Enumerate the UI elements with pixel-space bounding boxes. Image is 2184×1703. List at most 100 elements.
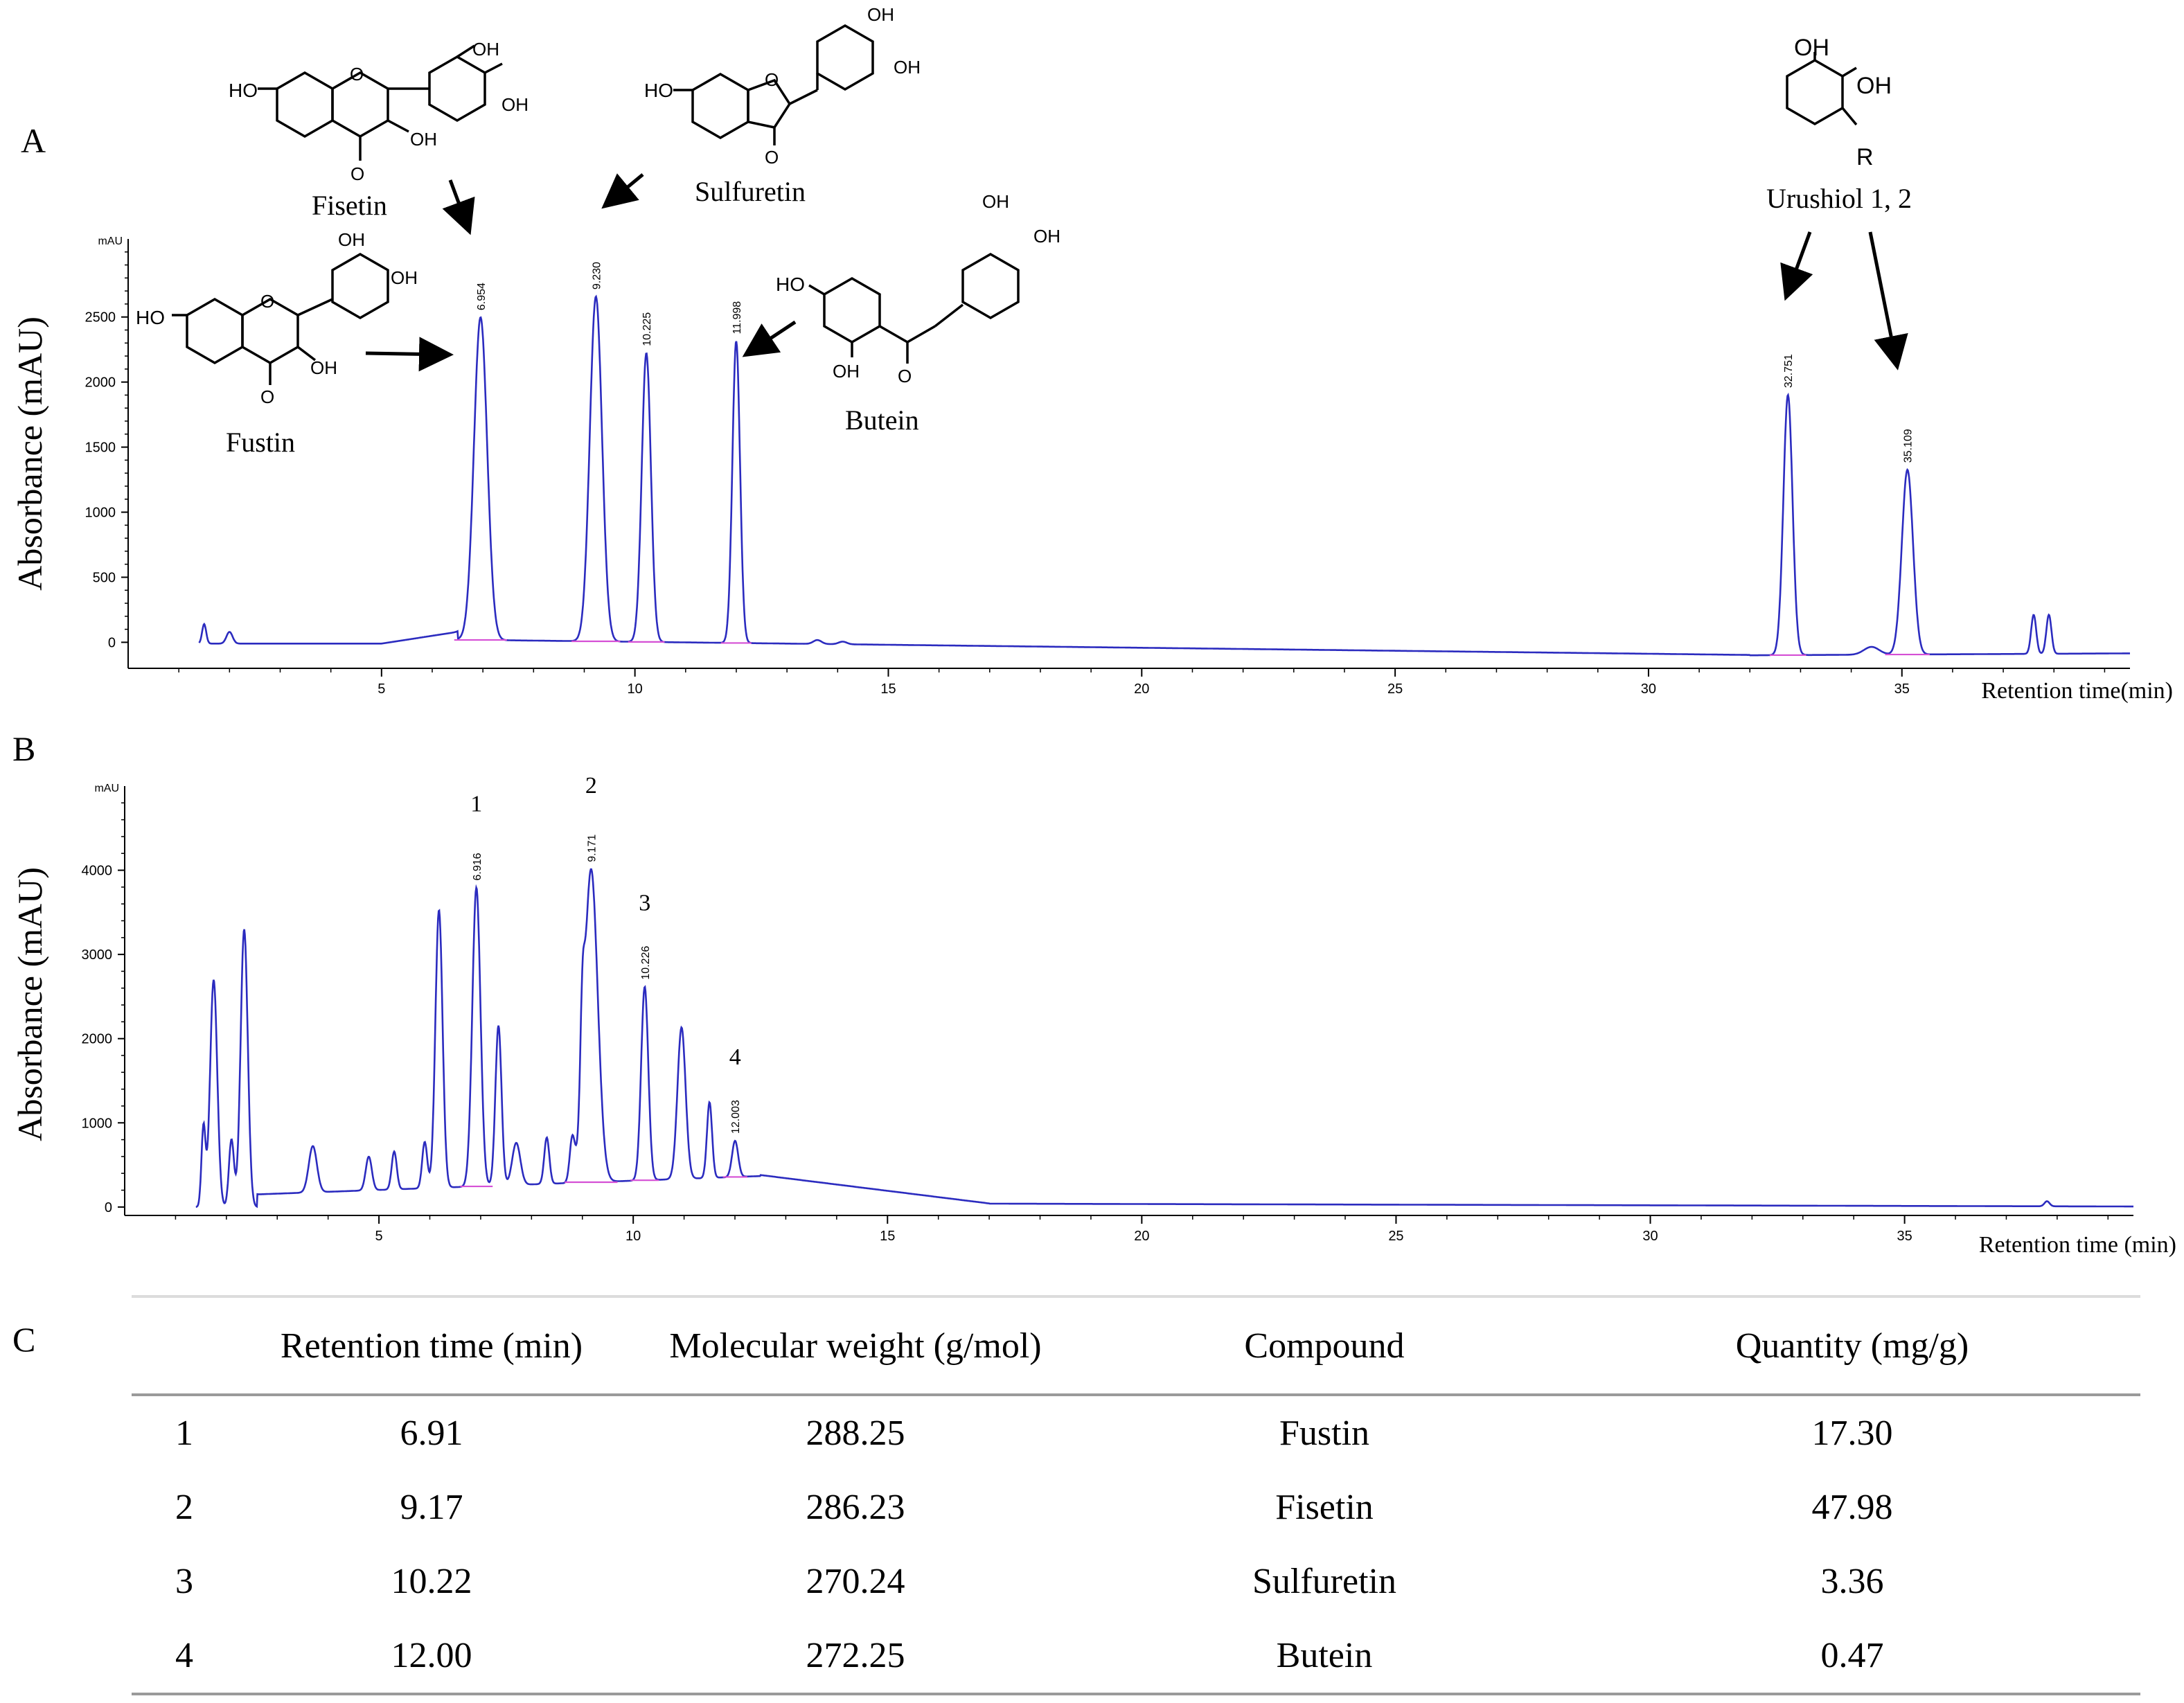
cell-index: 4 (132, 1619, 237, 1695)
cell-molecular-weight: 272.25 (626, 1619, 1085, 1695)
sulfuretin-o-ring: O (765, 69, 779, 90)
cell-compound: Sulfuretin (1252, 1562, 1396, 1601)
panel-letter-b: B (12, 729, 35, 768)
peak-rt-label: 9.230 (591, 262, 603, 289)
peak-rt-label: 10.225 (641, 312, 653, 346)
y-tick-label: 2000 (82, 1032, 113, 1047)
x-tick-label: 30 (1642, 1229, 1658, 1244)
y-tick-label: 3000 (82, 947, 113, 963)
urushiol-oh-2: OH (1856, 73, 1892, 99)
sulfuretin-ho: HO (644, 80, 673, 101)
urushiol-r: R (1856, 144, 1874, 170)
peak-rt-label: 12.003 (730, 1100, 742, 1134)
fisetin-oh-4p: OH (472, 39, 499, 60)
cell-compound: Fisetin (1275, 1488, 1374, 1527)
y-axis-label: Absorbance (mAU) (10, 316, 49, 591)
fustin-label: Fustin (226, 427, 295, 458)
arrow-fustin (365, 337, 454, 372)
annotation-arrows (365, 173, 1908, 372)
fisetin-label: Fisetin (312, 190, 387, 221)
sulfuretin-label: Sulfuretin (695, 176, 806, 207)
x-tick-label: 15 (880, 1229, 895, 1244)
panel-letter-a: A (21, 121, 46, 160)
table-header-row: Retention time (min) Molecular weight (g… (132, 1295, 2140, 1396)
cell-retention-time: 12.00 (237, 1619, 626, 1695)
fustin-oh-4p: OH (338, 229, 365, 250)
cell-quantity: 0.47 (1564, 1619, 2140, 1695)
urushiol-label: Urushiol 1, 2 (1766, 183, 1912, 214)
table-row: 2 9.17 286.23 Fisetin 47.98 (132, 1470, 2140, 1544)
fisetin-oh-3: OH (410, 129, 437, 150)
table-row: 3 10.22 270.24 Sulfuretin 3.36 (132, 1544, 2140, 1619)
butein-oh-2: OH (833, 361, 860, 382)
cell-retention-time: 9.17 (400, 1488, 463, 1527)
y-tick-label: 0 (105, 1200, 112, 1215)
sulfuretin-o-keto: O (765, 147, 779, 168)
header-index (132, 1295, 237, 1396)
fisetin-structure (258, 44, 503, 161)
fisetin-o-ring: O (350, 64, 364, 84)
x-tick-label: 35 (1894, 681, 1910, 697)
peak-number-label: 4 (729, 1044, 741, 1070)
peak-number-label: 2 (585, 773, 597, 799)
arrow-urushiol-2 (1868, 231, 1908, 371)
panel-letter-c: C (12, 1320, 36, 1359)
x-tick-label: 25 (1388, 1229, 1403, 1244)
sulfuretin-oh-3p: OH (894, 57, 921, 78)
peak-rt-label: 35.109 (1903, 429, 1915, 463)
fustin-o-ring: O (260, 291, 274, 312)
y-axis-label: Absorbance (mAU) (10, 867, 49, 1141)
fustin-o-keto: O (260, 386, 274, 407)
y-tick-label: 1000 (85, 506, 116, 521)
unit-label: mAU (94, 783, 119, 794)
peak-number-label: 1 (470, 791, 482, 817)
y-tick-label: 4000 (82, 864, 113, 879)
peak-rt-label: 32.751 (1783, 354, 1795, 388)
butein-structure (808, 252, 1020, 364)
fustin-oh-3p: OH (391, 267, 418, 288)
arrow-butein (742, 320, 797, 357)
y-tick-label: 500 (93, 570, 116, 585)
cell-index: 1 (175, 1414, 193, 1453)
butein-oh-3p: OH (982, 191, 1009, 212)
chromatogram-trace (198, 294, 2130, 657)
fisetin-ho: HO (229, 80, 258, 101)
chromatogram-trace (195, 868, 2133, 1209)
y-tick-label: 2000 (85, 375, 116, 391)
y-tick-label: 1500 (85, 440, 116, 456)
butein-ho: HO (776, 274, 805, 295)
table-row: 1 6.91 288.25 Fustin 17.30 (132, 1395, 2140, 1470)
peak-number-label: 3 (639, 891, 650, 916)
y-tick-label: 2500 (85, 310, 116, 326)
fisetin-oh-3p: OH (501, 94, 529, 115)
butein-oh-4p: OH (1033, 226, 1060, 247)
quantification-table: Retention time (min) Molecular weight (g… (132, 1295, 2140, 1695)
table-row: 4 12.00 272.25 Butein 0.47 (132, 1619, 2140, 1695)
cell-compound: Fustin (1279, 1414, 1370, 1453)
figure-canvas: A B HO O O OH OH OH Fisetin HO O O OH OH… (10, 4, 2176, 1258)
header-compound: Compound (1085, 1295, 1564, 1396)
chromatogram-b: 0 1000 2000 3000 4000 5 10 15 20 25 30 35 mAU Absorba… (10, 773, 2176, 1258)
fustin-ho: HO (136, 307, 165, 328)
x-tick-label: 15 (880, 681, 896, 697)
arrow-urushiol-1 (1780, 231, 1813, 301)
peak-rt-label: 9.171 (586, 835, 598, 862)
arrow-fisetin (442, 179, 475, 235)
x-tick-label: 5 (378, 681, 385, 697)
cell-molecular-weight: 288.25 (806, 1414, 905, 1453)
peak-rt-label: 11.998 (731, 301, 743, 335)
header-retention-time: Retention time (min) (237, 1295, 626, 1396)
cell-molecular-weight: 286.23 (806, 1488, 905, 1527)
sulfuretin-structure (673, 24, 874, 145)
x-tick-label: 5 (375, 1229, 383, 1244)
chromatogram-a: 0 500 1000 1500 2000 2500 5 10 15 20 25 30 35 mAU Abso… (10, 235, 2173, 704)
cell-quantity: 3.36 (1820, 1562, 1884, 1601)
header-quantity: Quantity (mg/g) (1564, 1295, 2140, 1396)
x-tick-label: 10 (628, 681, 643, 697)
cell-quantity: 47.98 (1811, 1488, 1893, 1527)
x-tick-label: 30 (1641, 681, 1656, 697)
fustin-structure (172, 252, 389, 385)
x-tick-label: 25 (1387, 681, 1403, 697)
butein-label: Butein (845, 404, 919, 436)
x-tick-label: 10 (625, 1229, 641, 1244)
